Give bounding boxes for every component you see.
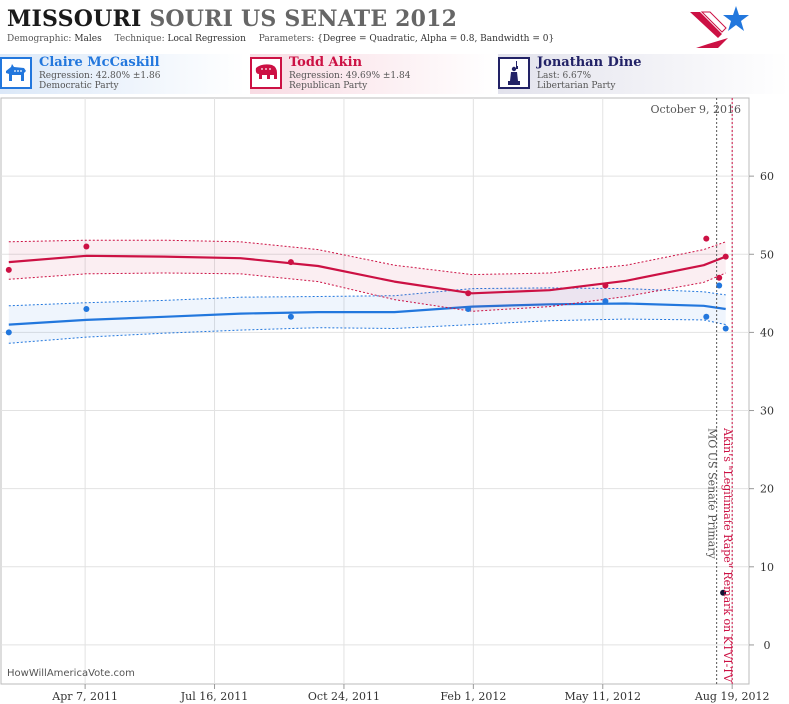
x-tick-label: May 11, 2012: [564, 690, 641, 703]
trend-line: [8, 302, 726, 326]
poll-point: [722, 325, 729, 332]
poll-point: [703, 313, 710, 320]
poll-point: [5, 266, 12, 273]
candidate-bar: Claire McCaskill Regression: 42.80% ±1.8…: [0, 54, 789, 94]
y-tick-label: 10: [760, 561, 774, 574]
candidate-card-mccaskill[interactable]: Claire McCaskill Regression: 42.80% ±1.8…: [0, 54, 245, 94]
event-label: Akin's "Legitimate Rape" Remark on KTVI-…: [721, 427, 734, 683]
poll-point: [287, 313, 294, 320]
title-state: MISSOURI: [7, 6, 142, 32]
x-tick-label: Apr 7, 2011: [51, 690, 118, 703]
candidate-stat: Regression: 49.69% ±1.84: [289, 71, 411, 81]
confidence-band: [8, 287, 726, 344]
poll-point: [602, 298, 609, 305]
candidate-party: Libertarian Party: [537, 81, 616, 91]
demographic-label: Demographic:: [7, 34, 72, 44]
poll-point: [83, 306, 90, 312]
x-tick-label: Feb 1, 2012: [440, 690, 506, 703]
y-tick-label: 60: [760, 170, 774, 183]
y-tick-label: 40: [760, 326, 774, 339]
parameters-value: {Degree = Quadratic, Alpha = 0.8, Bandwi…: [317, 34, 555, 44]
liberty-statue-icon: [498, 57, 530, 89]
y-tick-label: 50: [760, 248, 774, 261]
poll-point: [722, 253, 729, 260]
candidate-name: Claire McCaskill: [39, 55, 160, 70]
title-rest: SOURI US SENATE 2012: [149, 6, 458, 32]
x-tick-label: Aug 19, 2012: [694, 690, 770, 703]
poll-point: [465, 290, 472, 297]
parameters-label: Parameters:: [258, 34, 315, 44]
date-annotation: October 9, 2016: [650, 103, 741, 116]
poll-point: [716, 282, 723, 289]
donkey-icon: [0, 57, 32, 89]
poll-point: [465, 306, 472, 312]
technique-label: Technique:: [114, 34, 165, 44]
poll-point: [287, 259, 294, 266]
site-logo-icon: [690, 6, 749, 48]
y-tick-label: 0: [764, 639, 771, 652]
page-title: MISSOURI SOURI US SENATE 2012: [7, 6, 457, 32]
plot-area: [0, 97, 750, 685]
demographic-value: Males: [74, 34, 102, 44]
confidence-lower-line: [8, 272, 726, 312]
candidate-party: Republican Party: [289, 81, 368, 91]
y-tick-label: 20: [760, 483, 774, 496]
candidate-party: Democratic Party: [39, 81, 119, 91]
poll-point: [5, 329, 12, 336]
candidate-name: Todd Akin: [289, 55, 363, 70]
candidate-name: Jonathan Dine: [537, 55, 642, 70]
candidate-stat: Regression: 42.80% ±1.86: [39, 71, 161, 81]
poll-point: [83, 243, 90, 250]
watermark: HowWillAmericaVote.com: [7, 668, 135, 679]
poll-point: [602, 282, 609, 289]
event-label: MO US Senate Primary: [706, 428, 719, 560]
x-tick-label: Jul 16, 2011: [180, 690, 249, 703]
elephant-icon: [250, 57, 282, 89]
trend-line: [8, 254, 727, 295]
poll-point: [716, 274, 723, 281]
confidence-upper-line: [8, 287, 726, 307]
candidate-stat: Last: 6.67%: [537, 71, 592, 81]
technique-value: Local Regression: [167, 34, 246, 44]
candidate-card-akin[interactable]: Todd Akin Regression: 49.69% ±1.84 Repub…: [250, 54, 495, 94]
poll-point: [703, 235, 710, 242]
candidate-card-dine[interactable]: Jonathan Dine Last: 6.67% Libertarian Pa…: [498, 54, 789, 94]
poll-point: [720, 589, 727, 596]
parameters-line: Demographic: Males Technique: Local Regr…: [7, 34, 554, 44]
y-tick-label: 30: [760, 405, 774, 418]
confidence-lower-line: [8, 318, 726, 344]
confidence-upper-line: [8, 239, 726, 276]
x-tick-label: Oct 24, 2011: [308, 690, 380, 703]
